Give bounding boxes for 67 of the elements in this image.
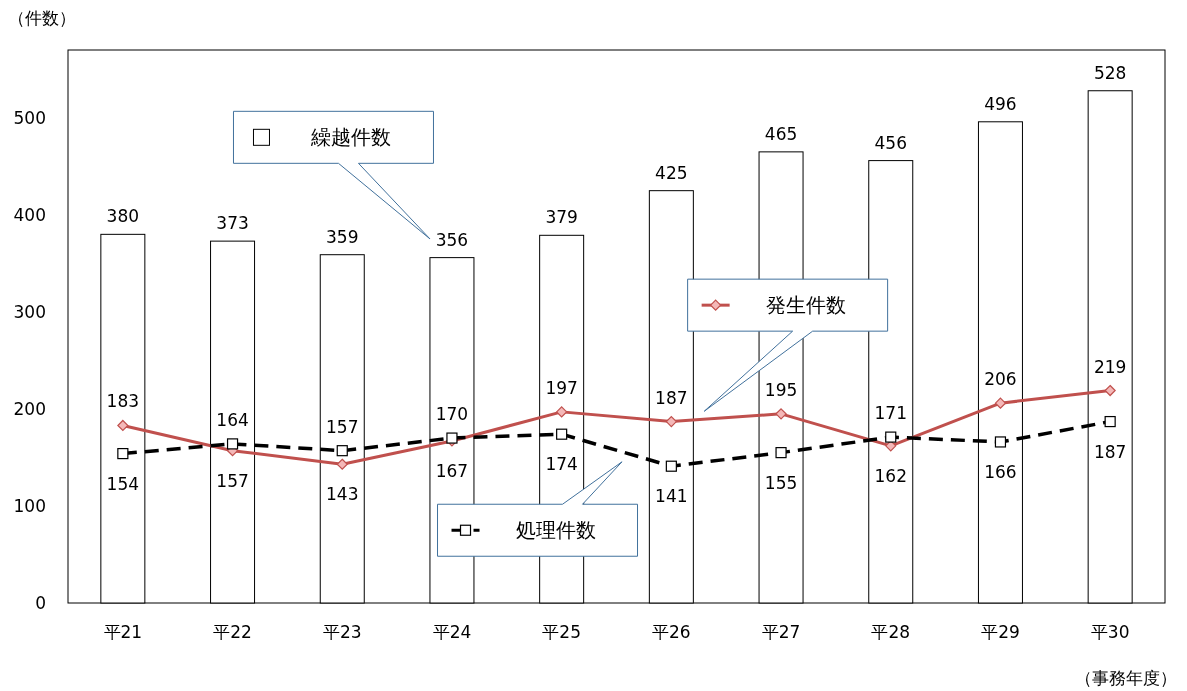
- x-axis-title: （事務年度）: [1075, 668, 1177, 688]
- x-tick-label: 平29: [981, 622, 1020, 642]
- data-label: 359: [326, 226, 359, 247]
- x-tick-label: 平24: [432, 622, 472, 642]
- legend-label: 処理件数: [515, 518, 596, 543]
- point: [775, 447, 787, 459]
- point: [117, 419, 129, 432]
- data-label: 166: [984, 461, 1017, 482]
- point: [885, 431, 897, 443]
- x-tick-label: 平25: [542, 622, 581, 642]
- point: [665, 460, 677, 472]
- data-label: 143: [326, 484, 359, 505]
- data-label: 170: [435, 404, 469, 425]
- point: [336, 458, 348, 470]
- y-tick-label: 200: [13, 398, 46, 419]
- data-label: 162: [874, 465, 907, 486]
- data-label: 496: [984, 93, 1017, 114]
- point: [994, 436, 1007, 448]
- point: [226, 438, 239, 450]
- data-label: 197: [545, 377, 578, 398]
- data-label: 183: [106, 391, 140, 412]
- x-tick-label: 平21: [103, 622, 143, 642]
- legend-label: 繰越件数: [310, 125, 392, 150]
- data-label: 373: [216, 213, 249, 234]
- data-label: 174: [545, 454, 578, 475]
- point: [994, 397, 1007, 409]
- data-label: 219: [1093, 356, 1127, 377]
- x-tick-label: 平23: [322, 622, 362, 642]
- data-label: 356: [435, 229, 469, 250]
- y-axis-title: （件数）: [8, 8, 76, 28]
- point: [117, 447, 129, 460]
- point: [1104, 384, 1116, 397]
- data-label: 465: [764, 123, 798, 144]
- data-label: 528: [1093, 62, 1127, 83]
- data-label: 379: [545, 207, 578, 228]
- data-label: 164: [216, 409, 249, 430]
- point: [1104, 415, 1116, 428]
- point: [556, 428, 568, 440]
- y-tick-label: 300: [13, 301, 46, 322]
- data-label: 141: [655, 486, 688, 507]
- data-label: 154: [106, 473, 140, 494]
- data-label: 206: [984, 369, 1017, 390]
- data-label: 157: [326, 416, 359, 437]
- data-label: 380: [106, 206, 140, 227]
- data-label: 195: [764, 379, 798, 400]
- y-tick-label: 100: [13, 495, 46, 516]
- x-tick-label: 平26: [652, 622, 691, 642]
- point: [336, 445, 348, 457]
- x-tick-label: 平22: [213, 622, 252, 642]
- data-label: 187: [655, 387, 688, 408]
- point: [775, 408, 787, 420]
- point: [556, 406, 568, 418]
- y-tick-label: 0: [35, 593, 46, 613]
- y-tick-label: 400: [13, 204, 46, 225]
- data-label: 157: [216, 470, 249, 491]
- data-label: 167: [435, 460, 469, 481]
- x-tick-label: 平28: [871, 622, 911, 642]
- point: [665, 415, 677, 428]
- x-tick-label: 平30: [1090, 622, 1130, 642]
- data-label: 187: [1093, 441, 1127, 462]
- y-tick-label: 500: [13, 107, 46, 128]
- data-label: 171: [874, 403, 907, 424]
- data-label: 425: [655, 162, 688, 183]
- x-tick-label: 平27: [761, 622, 801, 642]
- legend-label: 発生件数: [765, 293, 846, 318]
- data-label: 155: [764, 472, 798, 493]
- data-label: 456: [874, 132, 907, 153]
